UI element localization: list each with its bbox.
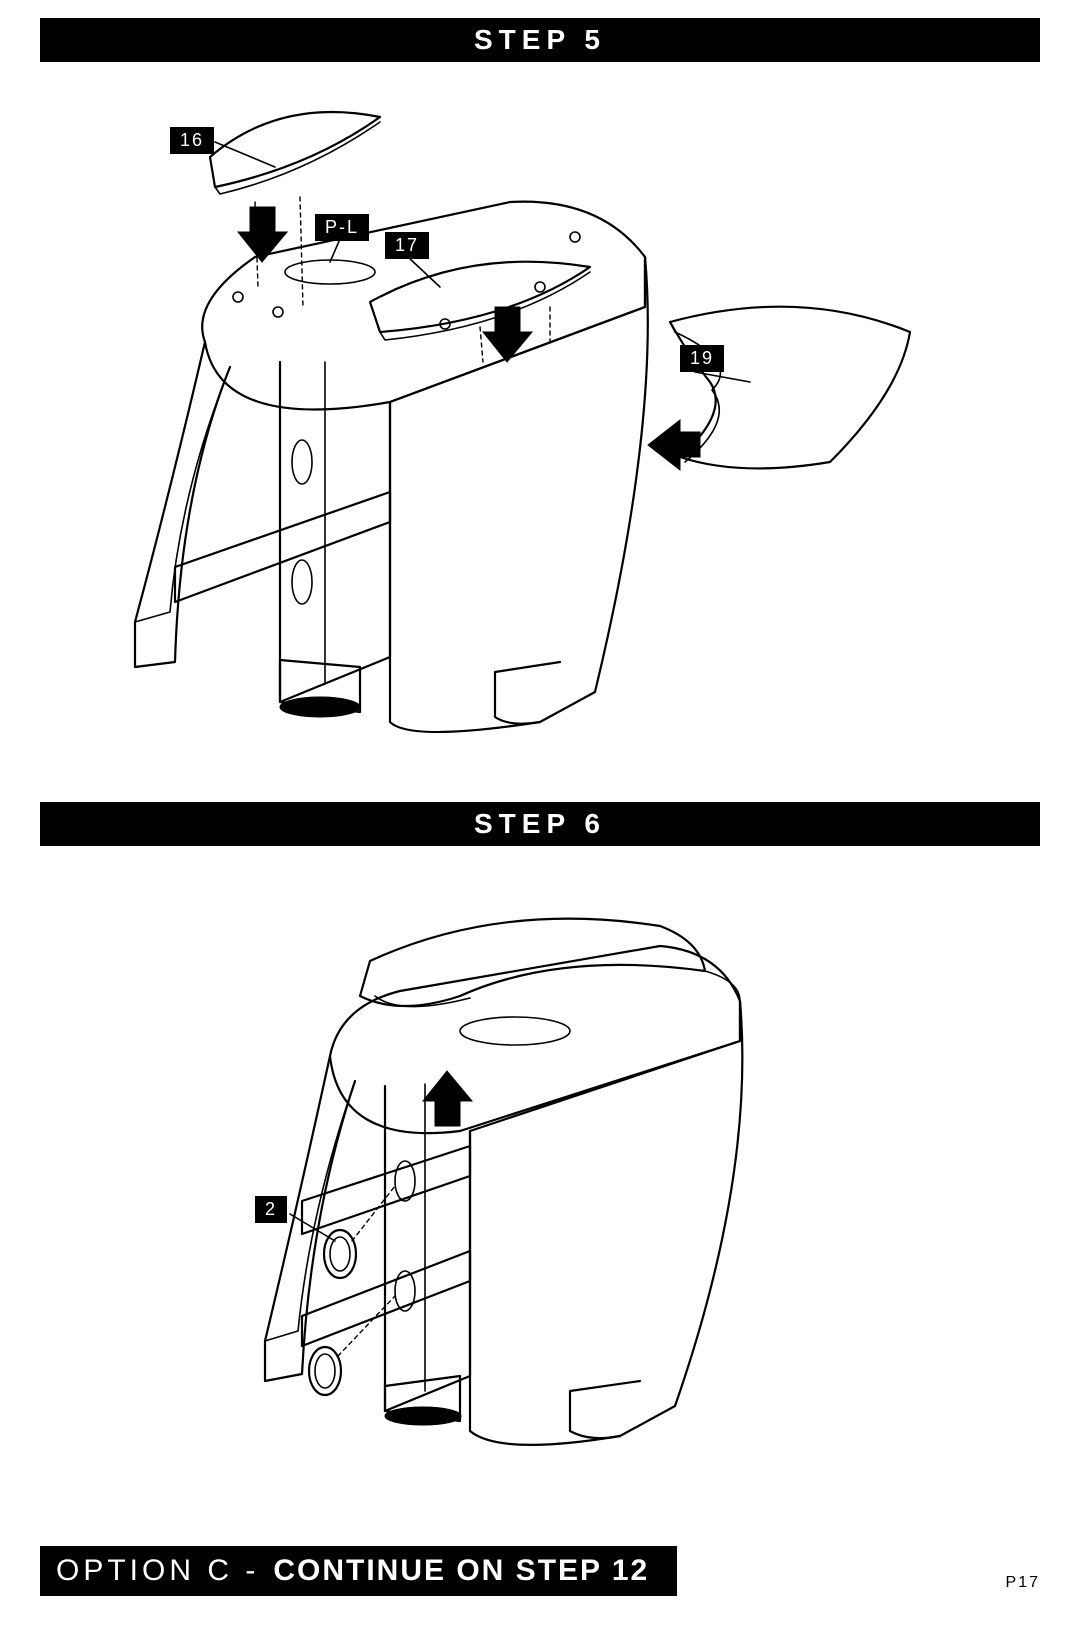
footer-option: OPTION C - xyxy=(56,1554,259,1588)
step5-figure xyxy=(40,62,1040,762)
callout-17: 17 xyxy=(385,232,429,259)
step6-header: STEP 6 xyxy=(40,802,1040,846)
callout-pl: P-L xyxy=(315,214,369,241)
page-number: P17 xyxy=(1006,1574,1040,1592)
footer-bar: OPTION C - CONTINUE ON STEP 12 xyxy=(40,1546,677,1596)
callout-16: 16 xyxy=(170,127,214,154)
page: STEP 5 16 P-L 17 19 xyxy=(0,18,1080,1636)
callout-19: 19 xyxy=(680,345,724,372)
callout-2: 2 xyxy=(255,1196,287,1223)
step5-header: STEP 5 xyxy=(40,18,1040,62)
step6-diagram-area: 2 xyxy=(40,846,1040,1486)
footer-continue: CONTINUE ON STEP 12 xyxy=(273,1554,649,1588)
step6-figure xyxy=(40,846,1040,1486)
step5-diagram-area: 16 P-L 17 19 xyxy=(40,62,1040,762)
